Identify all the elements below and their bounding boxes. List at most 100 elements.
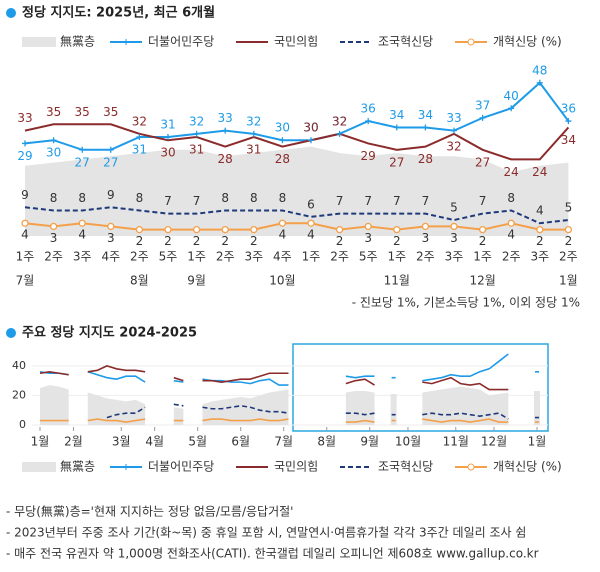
x-tick-label: 2주 <box>559 250 578 264</box>
point <box>278 219 287 227</box>
data-label: 32 <box>132 114 147 128</box>
y-tick-label: 40 <box>12 359 26 372</box>
line <box>24 81 570 151</box>
x-tick-label: 7월 <box>274 435 293 449</box>
x-tick-label: 10월 <box>395 435 421 449</box>
legend-label: 국민의힘 <box>274 460 318 474</box>
data-label: 32 <box>332 114 347 128</box>
data-label: 2 <box>164 234 172 248</box>
data-label: 32 <box>189 114 204 128</box>
data-label: 30 <box>46 146 61 160</box>
point <box>308 137 314 144</box>
x-tick-label: 9월 <box>360 435 379 449</box>
x-month-label: 9월 <box>187 274 206 288</box>
legend-label: 조국혁신당 <box>378 35 433 49</box>
point <box>279 137 286 144</box>
data-label: 9 <box>21 188 29 202</box>
data-label: 27 <box>475 155 490 169</box>
data-label: 31 <box>246 143 261 157</box>
y-tick-label: 20 <box>12 388 26 401</box>
x-tick-label: 2주 <box>416 250 435 264</box>
footnote: - 매주 전국 유권자 약 1,000명 전화조사(CATI). 한국갤럽 데일… <box>6 546 539 561</box>
data-label: 34 <box>418 108 433 122</box>
data-label: 8 <box>221 191 229 205</box>
line <box>39 365 509 391</box>
data-label: 2 <box>221 234 229 248</box>
data-label: 34 <box>561 133 576 147</box>
data-label: 3 <box>450 231 458 245</box>
point <box>536 79 543 86</box>
point <box>336 130 343 137</box>
point <box>451 127 457 134</box>
legend-label: 더불어민주당 <box>148 460 214 474</box>
legend-marker <box>467 463 475 471</box>
legend-label: 조국혁신당 <box>378 460 433 474</box>
x-tick-label: 1월 <box>31 435 50 449</box>
note: - 진보당 1%, 기본소득당 1%, 이외 정당 1% <box>352 296 580 310</box>
x-tick-label: 3주 <box>530 250 549 264</box>
data-label: 3 <box>422 231 430 245</box>
data-label: 31 <box>160 118 175 132</box>
x-tick-label: 1주 <box>16 250 35 264</box>
x-tick-label: 2주 <box>130 250 149 264</box>
legend-label: 개혁신당 (%) <box>493 460 562 474</box>
data-label: 24 <box>504 165 519 179</box>
data-label: 7 <box>393 194 401 208</box>
title-bullet <box>6 8 16 18</box>
data-label: 8 <box>507 191 515 205</box>
data-label: 27 <box>75 155 90 169</box>
point <box>508 105 515 112</box>
point <box>564 225 573 234</box>
data-label: 7 <box>193 194 201 208</box>
data-label: 36 <box>361 102 376 116</box>
point <box>221 225 229 234</box>
data-label: 35 <box>46 105 61 119</box>
data-label: 28 <box>275 152 290 166</box>
data-label: 27 <box>103 155 118 169</box>
legend-label: 더불어민주당 <box>148 35 214 49</box>
data-label: 9 <box>107 188 115 202</box>
point <box>536 225 544 234</box>
point <box>307 219 315 227</box>
data-label: 33 <box>218 111 233 125</box>
data-label: 4 <box>279 228 287 242</box>
x-month-label: 1월 <box>559 274 578 288</box>
point <box>79 146 86 153</box>
data-label: 31 <box>132 143 147 157</box>
data-label: 31 <box>189 143 204 157</box>
data-label: 33 <box>446 111 461 125</box>
point <box>393 225 401 234</box>
data-label: 27 <box>389 155 404 169</box>
data-label: 7 <box>479 194 487 208</box>
x-tick-label: 5주 <box>159 250 178 264</box>
data-label: 4 <box>307 228 315 242</box>
data-label: 34 <box>389 108 404 122</box>
x-tick-label: 2주 <box>44 250 63 264</box>
point <box>250 225 258 234</box>
data-label: 30 <box>303 121 318 135</box>
legend-marker <box>467 38 475 46</box>
x-tick-label: 1월 <box>528 435 547 449</box>
point <box>393 124 400 131</box>
data-label: 29 <box>17 149 32 163</box>
data-label: 30 <box>160 146 175 160</box>
data-label: 4 <box>536 204 544 218</box>
legend-label: 국민의힘 <box>274 35 318 49</box>
data-label: 6 <box>307 197 315 211</box>
legend-marker <box>123 464 129 470</box>
point <box>107 146 114 153</box>
data-label: 37 <box>475 98 490 112</box>
point <box>49 222 58 231</box>
data-label: 28 <box>218 152 233 166</box>
footnote: - 2023년부터 주중 조사 기간(화~목) 중 휴일 포함 시, 연말연시·… <box>6 526 526 540</box>
data-label: 2 <box>136 234 144 248</box>
data-label: 3 <box>107 231 115 245</box>
data-label: 40 <box>504 89 519 103</box>
highlight-box <box>292 343 549 432</box>
area <box>40 385 540 425</box>
line <box>24 123 570 161</box>
point <box>507 219 515 227</box>
point <box>135 225 144 234</box>
data-label: 5 <box>450 201 458 215</box>
point <box>478 225 487 234</box>
